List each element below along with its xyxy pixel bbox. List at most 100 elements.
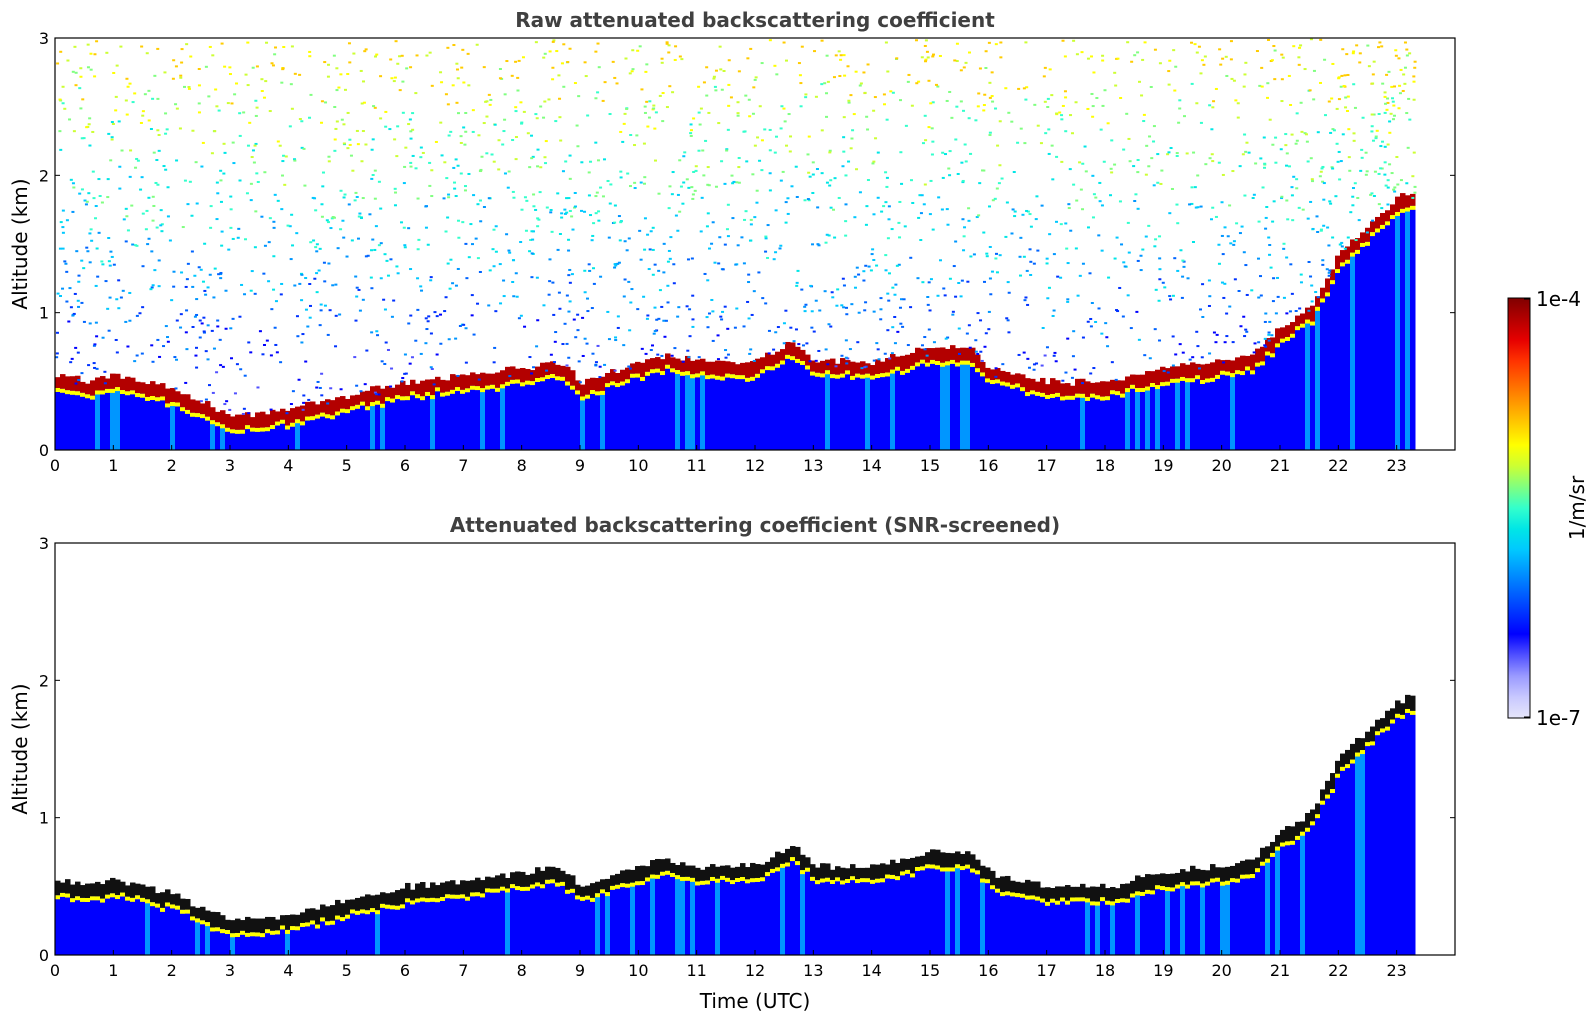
noise-cell bbox=[720, 160, 724, 163]
boundary-layer-cell bbox=[560, 371, 566, 450]
noise-cell bbox=[503, 172, 507, 175]
noise-cell bbox=[1032, 262, 1036, 265]
noise-cell bbox=[1204, 163, 1208, 166]
transition-cell bbox=[940, 362, 946, 367]
noise-cell bbox=[228, 73, 232, 76]
noise-cell bbox=[300, 299, 304, 302]
noise-cell bbox=[118, 187, 122, 190]
transition-cell bbox=[725, 877, 731, 882]
noise-cell bbox=[592, 282, 596, 285]
aerosol-layer-cell bbox=[895, 356, 901, 367]
boundary-layer-cell bbox=[755, 366, 761, 450]
noise-cell bbox=[1061, 39, 1065, 42]
noise-cell bbox=[162, 165, 166, 168]
boundary-layer-cell bbox=[105, 383, 111, 450]
boundary-layer-cell bbox=[1240, 867, 1246, 955]
noise-cell bbox=[735, 181, 739, 184]
noise-cell bbox=[1377, 112, 1381, 115]
noise-cell bbox=[427, 315, 431, 318]
noise-cell bbox=[917, 80, 921, 83]
aerosol-layer-cell bbox=[1260, 847, 1266, 862]
transition-cell bbox=[1315, 306, 1321, 311]
aerosol-layer-cell bbox=[940, 852, 946, 868]
aerosol-layer-cell bbox=[90, 883, 96, 897]
noise-cell bbox=[1384, 102, 1388, 105]
aerosol-layer-cell bbox=[75, 881, 81, 897]
noise-cell bbox=[360, 102, 364, 105]
transition-cell bbox=[630, 373, 636, 378]
noise-cell bbox=[755, 189, 759, 192]
noise-cell bbox=[181, 226, 185, 229]
noise-cell bbox=[918, 194, 922, 197]
noise-cell bbox=[358, 212, 362, 215]
noise-cell bbox=[589, 214, 593, 217]
transition-cell bbox=[580, 396, 586, 401]
boundary-layer-cell bbox=[425, 893, 431, 955]
noise-cell bbox=[747, 98, 751, 101]
aerosol-layer-cell bbox=[740, 863, 746, 878]
noise-cell bbox=[390, 367, 394, 370]
aerosol-layer-cell bbox=[680, 862, 686, 877]
noise-cell bbox=[190, 250, 194, 253]
noise-cell bbox=[454, 337, 458, 340]
noise-cell bbox=[1263, 337, 1267, 340]
boundary-layer-cell bbox=[200, 913, 206, 955]
boundary-layer-cell bbox=[1035, 386, 1041, 450]
noise-cell bbox=[1092, 367, 1096, 370]
noise-cell bbox=[290, 107, 294, 110]
noise-cell bbox=[517, 59, 521, 62]
noise-cell bbox=[439, 342, 443, 345]
transition-cell bbox=[295, 926, 301, 931]
noise-cell bbox=[1188, 203, 1192, 206]
boundary-layer-cell bbox=[405, 890, 411, 955]
boundary-layer-cell bbox=[1120, 387, 1126, 450]
x-tick-label: 5 bbox=[342, 456, 352, 475]
transition-cell bbox=[60, 388, 66, 393]
noise-cell bbox=[1392, 188, 1396, 191]
transition-cell bbox=[395, 905, 401, 910]
aerosol-layer-cell bbox=[620, 870, 626, 884]
noise-cell bbox=[1327, 274, 1331, 277]
noise-cell bbox=[288, 125, 292, 128]
noise-cell bbox=[987, 328, 991, 331]
noise-cell bbox=[1386, 143, 1390, 146]
noise-cell bbox=[565, 211, 569, 214]
noise-cell bbox=[1091, 174, 1095, 177]
noise-cell bbox=[774, 251, 778, 254]
transition-cell bbox=[1185, 884, 1191, 889]
aerosol-layer-cell bbox=[130, 377, 136, 391]
noise-cell bbox=[1110, 171, 1114, 174]
transition-cell bbox=[160, 907, 166, 912]
noise-cell bbox=[871, 162, 875, 165]
boundary-layer-cell bbox=[830, 366, 836, 450]
noise-cell bbox=[270, 62, 274, 65]
noise-cell bbox=[172, 285, 176, 288]
boundary-layer-cell bbox=[670, 867, 676, 955]
transition-cell bbox=[115, 895, 121, 900]
noise-cell bbox=[417, 238, 421, 241]
boundary-layer-cell bbox=[475, 884, 481, 955]
transition-cell bbox=[1130, 384, 1136, 389]
boundary-layer-cell bbox=[770, 863, 776, 955]
noise-cell bbox=[858, 191, 862, 194]
noise-cell bbox=[474, 237, 478, 240]
aerosol-layer-cell bbox=[225, 919, 231, 931]
transition-cell bbox=[285, 929, 291, 934]
transition-cell bbox=[100, 898, 106, 903]
boundary-layer-cell bbox=[280, 920, 286, 955]
transition-cell bbox=[590, 390, 596, 395]
x-tick-label: 0 bbox=[50, 961, 60, 980]
boundary-layer-cell bbox=[1335, 767, 1341, 955]
aerosol-layer-cell bbox=[1370, 726, 1376, 742]
noise-cell bbox=[339, 73, 343, 76]
noise-cell bbox=[902, 298, 906, 301]
noise-cell bbox=[551, 66, 555, 69]
boundary-layer-cell bbox=[715, 872, 721, 955]
noise-cell bbox=[354, 319, 358, 322]
transition-cell bbox=[285, 425, 291, 430]
noise-cell bbox=[1338, 243, 1342, 246]
noise-cell bbox=[1257, 296, 1261, 299]
noise-cell bbox=[233, 93, 237, 96]
noise-cell bbox=[1212, 100, 1216, 103]
noise-cell bbox=[753, 216, 757, 219]
